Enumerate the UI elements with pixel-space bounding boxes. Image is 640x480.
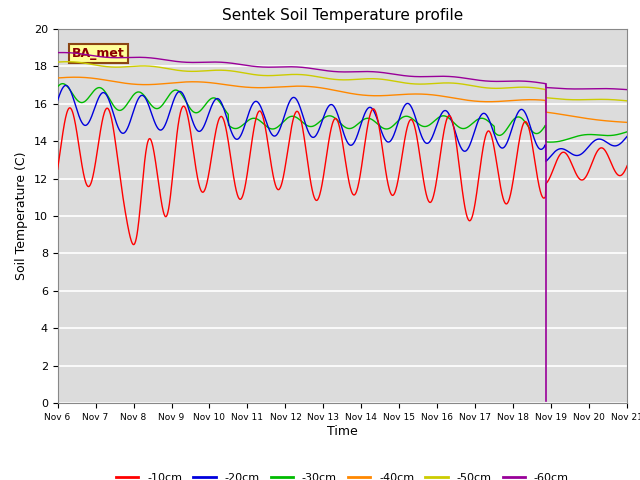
X-axis label: Time: Time bbox=[327, 425, 358, 438]
Text: BA_met: BA_met bbox=[72, 47, 125, 60]
Y-axis label: Soil Temperature (C): Soil Temperature (C) bbox=[15, 152, 28, 280]
Title: Sentek Soil Temperature profile: Sentek Soil Temperature profile bbox=[222, 9, 463, 24]
Legend: -10cm, -20cm, -30cm, -40cm, -50cm, -60cm: -10cm, -20cm, -30cm, -40cm, -50cm, -60cm bbox=[112, 468, 573, 480]
